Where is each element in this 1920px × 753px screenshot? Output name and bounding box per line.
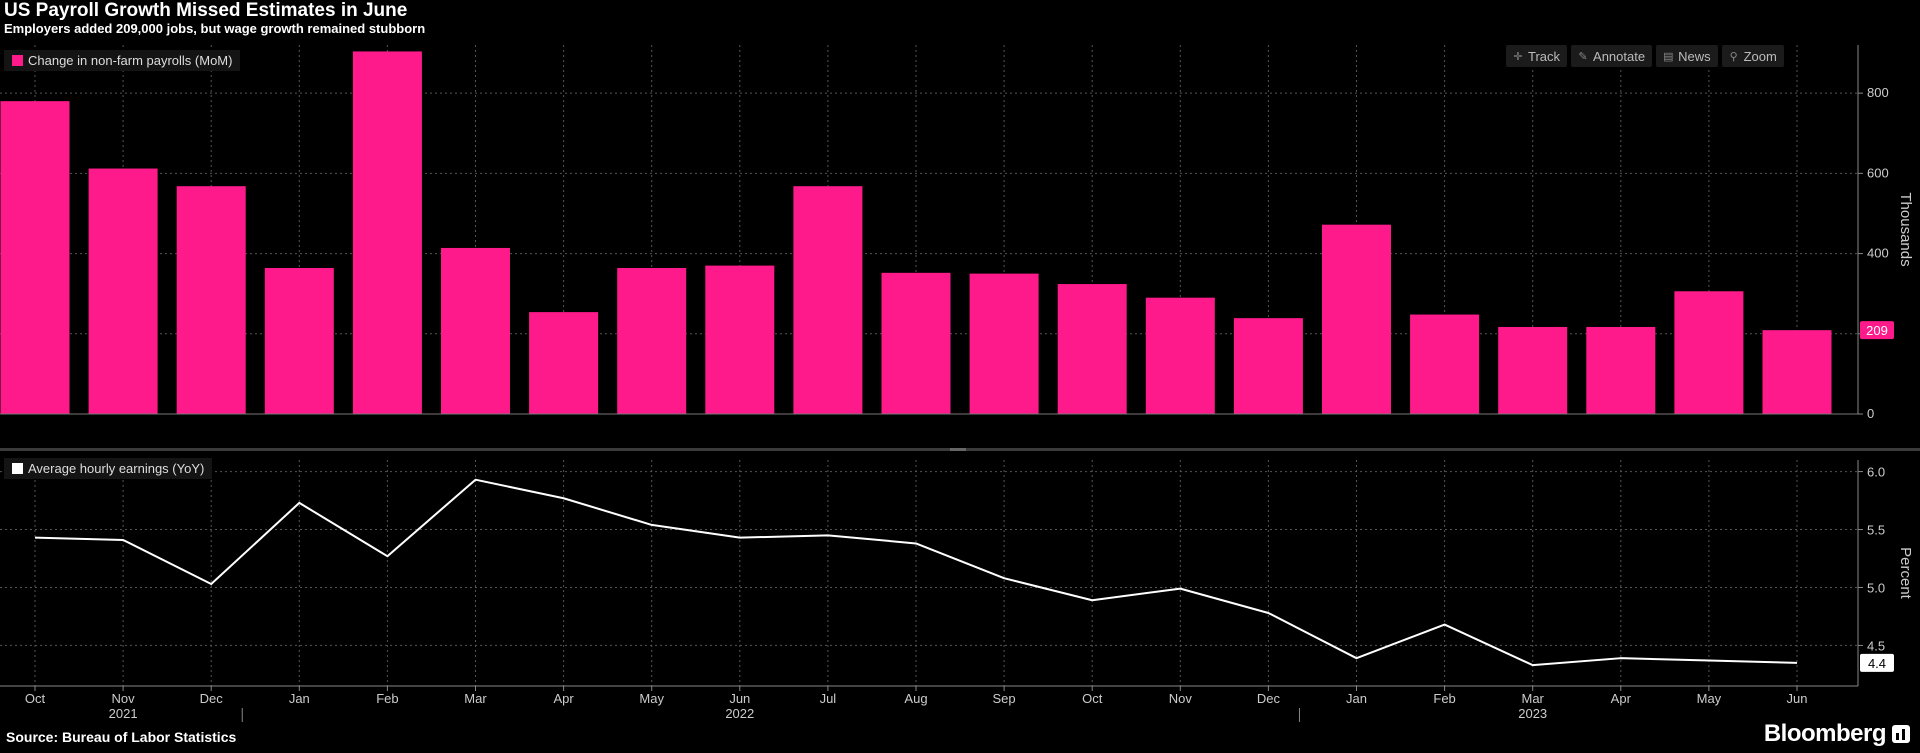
x-tick-label-apr: Apr bbox=[553, 691, 574, 706]
bar-apr-18 bbox=[1586, 326, 1656, 414]
x-tick-label-feb: Feb bbox=[376, 691, 398, 706]
x-tick-label-nov: Nov bbox=[1169, 691, 1193, 706]
x-tick-label-aug: Aug bbox=[904, 691, 927, 706]
y-tick-label-thousands: 0 bbox=[1867, 406, 1874, 421]
last-value-badge-earnings: 4.4 bbox=[1860, 653, 1894, 672]
last-value-badge-payrolls: 209 bbox=[1860, 321, 1894, 340]
bar-mar-5 bbox=[441, 247, 510, 414]
bar-apr-6 bbox=[529, 312, 599, 414]
track-button[interactable]: ✛ Track bbox=[1506, 45, 1568, 67]
x-tick-label-may: May bbox=[1697, 691, 1722, 706]
x-tick-label-jun: Jun bbox=[1787, 691, 1808, 706]
zoom-button-label: Zoom bbox=[1743, 48, 1777, 64]
x-year-label-2023: 2023 bbox=[1518, 706, 1547, 721]
x-year-label-2021: 2021 bbox=[109, 706, 138, 721]
brand-name: Bloomberg bbox=[1763, 720, 1887, 747]
legend-label-earnings: Average hourly earnings (YoY) bbox=[28, 461, 205, 476]
x-tick-label-jul: Jul bbox=[820, 691, 837, 706]
bar-mar-17 bbox=[1498, 326, 1568, 414]
bar-nov-1 bbox=[88, 168, 158, 414]
bar-jan-15 bbox=[1322, 224, 1391, 414]
x-tick-label-nov: Nov bbox=[112, 691, 136, 706]
chart-toolbar: ✛ Track ✎ Annotate ▤ News ⚲ Zoom bbox=[1506, 45, 1784, 67]
source-note: Source: Bureau of Labor Statistics bbox=[6, 729, 237, 745]
bar-nov-13 bbox=[1145, 297, 1215, 414]
last-value-badge-bg bbox=[1860, 653, 1894, 672]
brand-logo: Bloomberg bbox=[1764, 720, 1910, 748]
x-tick-label-mar: Mar bbox=[464, 691, 487, 706]
legend-earnings[interactable]: Average hourly earnings (YoY) bbox=[4, 458, 213, 479]
y-tick-label-thousands: 800 bbox=[1867, 85, 1889, 100]
y-tick-label-percent: 4.5 bbox=[1867, 638, 1885, 653]
chart-title: US Payroll Growth Missed Estimates in Ju… bbox=[4, 0, 408, 21]
zoom-button[interactable]: ⚲ Zoom bbox=[1721, 45, 1784, 67]
bar-feb-4 bbox=[352, 51, 422, 415]
chart-subtitle: Employers added 209,000 jobs, but wage g… bbox=[4, 21, 426, 36]
bar-jun-8 bbox=[705, 265, 775, 414]
x-tick-label-mar: Mar bbox=[1522, 691, 1545, 706]
magnifier-icon: ⚲ bbox=[1729, 50, 1738, 63]
bar-oct-0 bbox=[0, 101, 70, 415]
bar-feb-16 bbox=[1410, 314, 1480, 414]
last-value-label-earnings: 4.4 bbox=[1868, 656, 1886, 671]
x-tick-label-oct: Oct bbox=[25, 691, 46, 706]
y-tick-label-percent: 5.5 bbox=[1867, 523, 1885, 538]
bar-series-payrolls bbox=[0, 51, 1832, 415]
x-tick-label-jun: Jun bbox=[729, 691, 750, 706]
line-series-earnings bbox=[34, 478, 1798, 667]
bar-oct-12 bbox=[1057, 284, 1127, 414]
x-tick-label-may: May bbox=[639, 691, 664, 706]
last-value-label-payrolls: 209 bbox=[1866, 323, 1888, 338]
grid-lines bbox=[0, 45, 1858, 686]
legend-swatch-payrolls bbox=[12, 55, 23, 66]
bloomberg-chart-icon bbox=[1892, 725, 1910, 743]
last-value-badge-bg bbox=[1860, 321, 1894, 340]
x-tick-label-feb: Feb bbox=[1433, 691, 1455, 706]
x-tick-label-apr: Apr bbox=[1611, 691, 1632, 706]
bar-jun-20 bbox=[1762, 330, 1832, 414]
y-axis-title-percent: Percent bbox=[1897, 547, 1914, 600]
y-tick-label-thousands: 600 bbox=[1867, 165, 1889, 180]
pencil-icon: ✎ bbox=[1578, 50, 1588, 63]
x-tick-label-sep: Sep bbox=[993, 691, 1016, 706]
track-button-label: Track bbox=[1528, 48, 1561, 64]
y-tick-label-percent: 5.0 bbox=[1867, 580, 1885, 595]
bar-sep-11 bbox=[969, 273, 1039, 414]
annotate-button-label: Annotate bbox=[1593, 48, 1646, 64]
news-button[interactable]: ▤ News bbox=[1656, 45, 1718, 67]
news-icon: ▤ bbox=[1663, 50, 1674, 63]
x-tick-label-dec: Dec bbox=[200, 691, 224, 706]
y-tick-label-thousands: 400 bbox=[1867, 246, 1889, 261]
x-year-label-2022: 2022 bbox=[725, 706, 754, 721]
legend-payrolls[interactable]: Change in non-farm payrolls (MoM) bbox=[4, 50, 241, 71]
y-axis-title-thousands: Thousands bbox=[1897, 192, 1914, 266]
legend-swatch-earnings bbox=[12, 463, 23, 474]
annotate-button[interactable]: ✎ Annotate bbox=[1571, 45, 1653, 67]
panel-resize-handle bbox=[950, 448, 966, 451]
x-tick-label-jan: Jan bbox=[1346, 691, 1367, 706]
x-tick-label-oct: Oct bbox=[1082, 691, 1103, 706]
bar-jan-3 bbox=[264, 268, 334, 414]
crosshair-icon: ✛ bbox=[1513, 50, 1523, 63]
bar-dec-2 bbox=[176, 186, 246, 414]
news-button-label: News bbox=[1678, 48, 1711, 64]
bar-dec-14 bbox=[1233, 318, 1303, 414]
bar-may-19 bbox=[1674, 291, 1744, 414]
legend-label-payrolls: Change in non-farm payrolls (MoM) bbox=[28, 53, 233, 68]
bar-may-7 bbox=[617, 268, 687, 414]
bar-aug-10 bbox=[881, 272, 951, 414]
y-tick-label-percent: 6.0 bbox=[1867, 465, 1885, 480]
x-tick-label-dec: Dec bbox=[1257, 691, 1281, 706]
bar-jul-9 bbox=[793, 186, 863, 414]
x-tick-label-jan: Jan bbox=[289, 691, 310, 706]
